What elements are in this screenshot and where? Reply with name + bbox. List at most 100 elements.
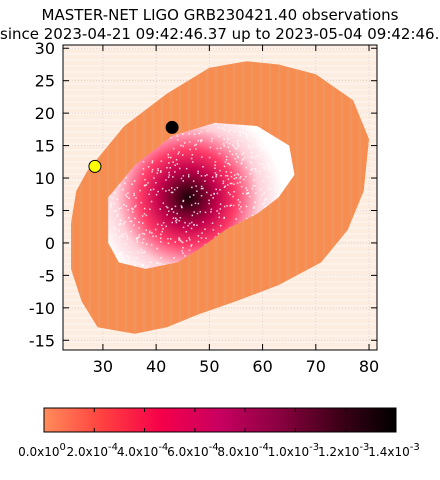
speckle [233,130,236,133]
speckle [128,197,130,199]
speckle [237,174,240,176]
speckle [133,224,135,226]
speckle [234,158,237,160]
speckle [183,142,186,144]
speckle [237,145,240,147]
speckle [162,202,165,204]
speckle [254,125,257,127]
speckle [149,230,151,233]
speckle [122,188,124,191]
speckle [110,202,113,204]
speckle [264,167,266,169]
speckle [113,202,115,205]
speckle [269,167,271,169]
speckle [159,171,162,173]
speckle [160,241,162,243]
speckle [229,193,231,196]
speckle [168,162,170,164]
speckle [142,238,145,240]
speckle [161,188,164,190]
speckle [200,140,202,143]
speckle [176,218,178,221]
speckle [199,211,201,213]
speckle [132,208,134,210]
speckle [274,184,277,187]
speckle [131,207,133,210]
speckle [246,137,248,140]
speckle [162,222,165,224]
speckle [273,150,275,153]
colorbar-tick-exponent: -3 [359,442,369,453]
speckle [174,217,177,219]
speckle [140,252,143,254]
speckle [280,188,282,191]
speckle [232,195,234,198]
speckle [182,180,184,182]
speckle [155,235,157,238]
speckle [142,173,144,175]
speckle [284,150,286,152]
speckle [150,189,152,191]
speckle [126,238,129,241]
speckle [172,161,174,163]
speckle [136,239,138,241]
speckle [229,150,231,153]
speckle [119,252,122,255]
speckle [180,205,183,207]
speckle [171,187,173,189]
speckle [156,223,159,226]
speckle [119,254,121,256]
speckle [188,174,190,176]
speckle [181,206,183,209]
speckle [172,147,175,150]
speckle [143,213,146,215]
speckle [226,175,229,177]
speckle [282,161,285,163]
speckle [209,146,212,149]
speckle [279,166,281,169]
speckle [197,170,199,173]
speckle [229,129,231,131]
speckle [165,179,167,181]
speckle [292,169,294,171]
speckle [149,261,152,263]
speckle [149,232,151,234]
speckle [288,163,291,165]
speckle [138,234,141,236]
speckle [121,236,124,238]
speckle [143,251,145,254]
speckle [190,244,193,246]
speckle [182,133,184,135]
speckle [125,243,127,245]
speckle [127,261,130,263]
speckle [160,160,163,162]
speckle [144,251,146,253]
speckle [242,152,245,154]
speckle [262,163,264,165]
speckle [208,202,210,205]
speckle [197,240,200,243]
speckle [138,236,140,238]
speckle [268,187,270,190]
speckle [235,161,238,163]
speckle [109,195,111,197]
x-tick-label: 70 [306,357,326,376]
speckle [232,144,234,146]
x-tick-label: 30 [93,357,113,376]
speckle [113,210,116,212]
speckle [227,191,230,194]
speckle [120,235,122,237]
speckle [145,184,148,186]
speckle [204,175,206,177]
speckle [167,156,170,159]
speckle [237,140,239,142]
y-tick-label: 0 [45,234,55,253]
speckle [127,192,129,194]
speckle [251,187,254,190]
speckle [250,169,252,171]
speckle [194,202,197,205]
speckle [254,201,256,204]
speckle [272,171,275,173]
speckle [196,224,198,226]
speckle [174,241,176,243]
